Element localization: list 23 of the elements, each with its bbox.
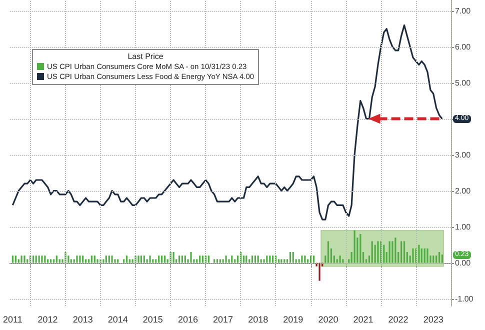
y-tick-label: 6.00 [455,42,472,52]
x-tick-label: 2022 [388,314,408,324]
y-tick-label: 0.00 [455,258,472,268]
x-tick-label: 2016 [178,314,198,324]
y-tick-label: 1.00 [455,222,472,232]
y-tick-label: -1.00 [455,294,474,304]
x-tick-label: 2013 [72,314,93,324]
legend-title: Last Price [126,52,164,62]
x-tick-label: 2023 [423,314,444,324]
x-tick-label: 2020 [318,314,338,324]
x-tick-label: 2019 [283,314,304,324]
x-tick-label: 2021 [353,314,374,324]
line-series [12,24,443,220]
x-tick-label: 2011 [2,314,22,324]
y-tick-label: 2.00 [455,186,472,196]
y-tick-label: 7.00 [455,6,472,16]
x-tick-label: 2014 [108,314,128,324]
x-tick-label: 2018 [248,314,268,324]
x-tick-label: 2017 [213,314,234,324]
y-tick-label: 5.00 [455,78,472,88]
x-tick-label: 2015 [142,314,163,324]
x-tick-label: 2012 [38,314,58,324]
y-tick-label: 3.00 [455,150,472,160]
